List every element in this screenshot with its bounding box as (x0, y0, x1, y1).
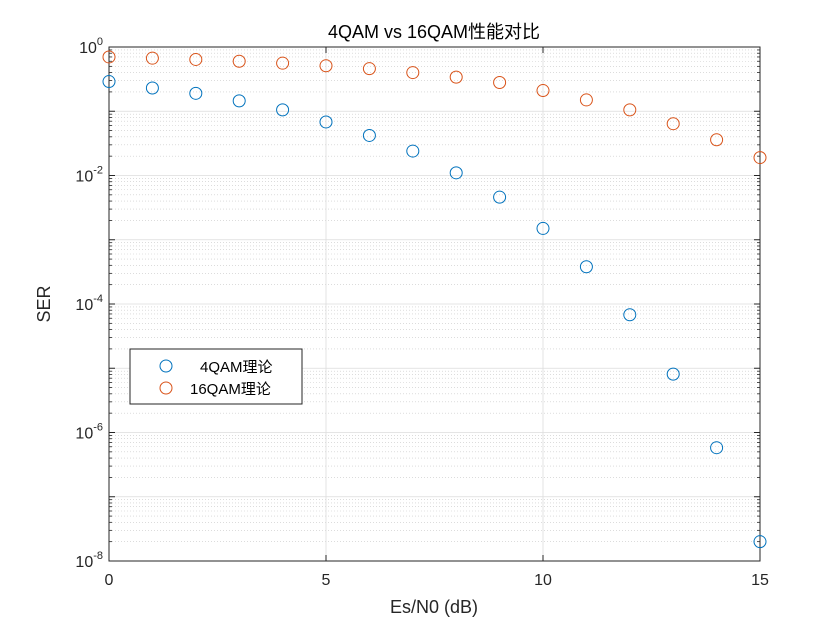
data-point (276, 103, 290, 117)
series-0 (102, 75, 767, 549)
data-point (666, 117, 680, 131)
data-point (623, 103, 637, 117)
x-tick-label: 0 (105, 572, 114, 589)
y-tick-label: 10-4 (75, 293, 103, 314)
legend: 4QAM理论 16QAM理论 (129, 348, 303, 405)
y-tick-label: 10-6 (75, 422, 103, 443)
data-point (189, 86, 203, 100)
data-point (710, 441, 724, 455)
data-point (449, 70, 463, 84)
legend-marker-4qam (159, 359, 173, 373)
data-point (145, 81, 159, 95)
y-tick-label: 100 (79, 36, 103, 57)
data-point (362, 62, 376, 76)
data-point (319, 59, 333, 73)
data-marks (102, 50, 767, 549)
data-point (319, 115, 333, 129)
data-point (189, 52, 203, 66)
data-point (406, 66, 420, 80)
y-tick-label: 10-8 (75, 550, 103, 571)
data-point (623, 308, 637, 322)
data-point (710, 133, 724, 147)
series-1 (102, 50, 767, 165)
data-point (666, 367, 680, 381)
data-point (276, 56, 290, 70)
y-tick-label: 10-2 (75, 165, 103, 186)
x-tick-label: 15 (751, 572, 769, 589)
data-point (145, 51, 159, 65)
data-point (232, 54, 246, 68)
x-tick-label: 5 (322, 572, 331, 589)
legend-label-4qam: 4QAM理论 (200, 359, 273, 376)
chart-title: 4QAM vs 16QAM性能对比 (328, 22, 540, 42)
data-point (536, 221, 550, 235)
data-point (449, 166, 463, 180)
data-point (536, 84, 550, 98)
data-point (406, 144, 420, 158)
data-point (232, 94, 246, 108)
data-point (102, 50, 116, 64)
data-point (493, 76, 507, 90)
data-point (493, 190, 507, 204)
data-point (362, 128, 376, 142)
legend-marker-16qam (159, 381, 173, 395)
x-tick-label: 10 (534, 572, 552, 589)
y-axis-label: SER (34, 285, 54, 322)
data-point (579, 93, 593, 107)
legend-box (129, 348, 303, 405)
data-point (102, 75, 116, 89)
data-point (579, 260, 593, 274)
legend-label-16qam: 16QAM理论 (190, 381, 271, 398)
axis-ticks: 0 5 10 15 100 10-2 10-4 10-6 10-8 (75, 36, 769, 589)
x-axis-label: Es/N0 (dB) (390, 597, 478, 617)
data-point (753, 151, 767, 165)
data-point (753, 535, 767, 549)
